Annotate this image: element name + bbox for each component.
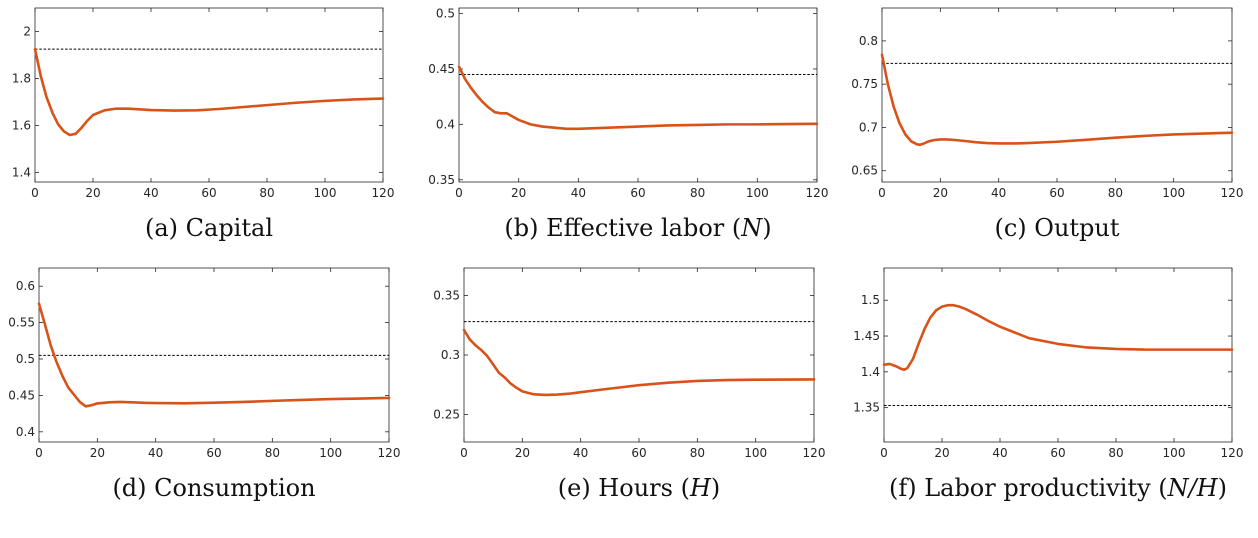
- plot-area: [458, 7, 818, 183]
- x-tick-label: 80: [1108, 446, 1123, 460]
- x-tick-label: 100: [744, 446, 767, 460]
- x-tick-label: 100: [1162, 186, 1185, 200]
- x-tick-label: 0: [878, 186, 886, 200]
- x-tick-label: 20: [934, 446, 949, 460]
- x-tick-label: 0: [455, 186, 463, 200]
- caption-text: ): [762, 214, 771, 242]
- y-tick-label: 1.45: [853, 329, 880, 343]
- x-tick-label: 80: [259, 186, 274, 200]
- x-tick-label: 120: [1221, 446, 1244, 460]
- y-tick-label: 0.35: [428, 173, 455, 187]
- panel-caption: (b) Effective labor (N): [504, 214, 771, 242]
- series-line: [462, 328, 816, 397]
- x-tick-label: 80: [690, 446, 705, 460]
- caption-text: ): [711, 474, 720, 502]
- series-line: [37, 302, 391, 408]
- x-tick-label: 100: [314, 186, 337, 200]
- y-tick-label: 0.65: [851, 164, 878, 178]
- chart-panel-2: 0 20 40 60 80 100 120 0.35 0.4 0.45 0.5 (b) Effecti…: [428, 7, 828, 242]
- series-line: [457, 65, 819, 131]
- caption-symbol: N: [740, 214, 763, 242]
- x-tick-label: 40: [573, 446, 588, 460]
- panel-caption: (c) Output: [994, 214, 1119, 242]
- x-tick-label: 20: [933, 186, 948, 200]
- chart-panel-3: 0 20 40 60 80 100 120 0.65 0.7 0.75 0.8 (c) Output: [851, 7, 1244, 242]
- series-line: [880, 53, 1234, 147]
- y-tick-label: 1.5: [861, 293, 880, 307]
- chart-panel-4: 0 20 40 60 80 100 120 0.4 0.45 0.5 0.55 0.6 (d) Cons…: [8, 267, 401, 502]
- y-tick-label: 2: [23, 25, 31, 39]
- x-tick-label: 120: [372, 186, 395, 200]
- caption-symbol: N/H: [1167, 474, 1219, 502]
- y-tick-label: 1.6: [12, 119, 31, 133]
- y-tick-label: 1.4: [861, 365, 880, 379]
- y-tick-label: 0.45: [8, 388, 35, 402]
- y-tick-label: 0.25: [433, 408, 460, 422]
- caption-text: (e) Hours (: [558, 474, 690, 502]
- x-tick-label: 60: [1049, 186, 1064, 200]
- y-tick-label: 0.5: [16, 352, 35, 366]
- series-line: [33, 47, 385, 137]
- x-tick-label: 100: [319, 446, 342, 460]
- x-tick-label: 20: [515, 446, 530, 460]
- x-tick-label: 60: [1050, 446, 1065, 460]
- y-tick-label: 1.4: [12, 166, 31, 180]
- y-tick-label: 0.3: [441, 348, 460, 362]
- y-tick-label: 0.7: [859, 120, 878, 134]
- chart-panel-6: 0 20 40 60 80 100 120 1.35 1.4 1.45 1.5 (f) Labor p…: [853, 267, 1244, 502]
- x-tick-label: 60: [206, 446, 221, 460]
- x-tick-label: 120: [378, 446, 401, 460]
- x-tick-label: 0: [460, 446, 468, 460]
- x-tick-label: 0: [880, 446, 888, 460]
- caption-text: ): [1218, 474, 1227, 502]
- x-tick-label: 0: [35, 446, 43, 460]
- x-tick-label: 40: [992, 446, 1007, 460]
- y-tick-label: 1.8: [12, 72, 31, 86]
- x-tick-label: 20: [85, 186, 100, 200]
- x-tick-label: 120: [1221, 186, 1244, 200]
- x-tick-label: 120: [803, 446, 826, 460]
- x-tick-label: 40: [571, 186, 586, 200]
- x-tick-label: 40: [143, 186, 158, 200]
- y-tick-label: 0.35: [433, 288, 460, 302]
- chart-panel-1: 0 20 40 60 80 100 120 1.4 1.6 1.8 2 (a) Capital: [12, 7, 395, 242]
- x-tick-label: 60: [631, 446, 646, 460]
- y-tick-label: 0.4: [16, 425, 35, 439]
- x-tick-label: 80: [690, 186, 705, 200]
- x-tick-label: 80: [265, 446, 280, 460]
- y-tick-label: 0.8: [859, 34, 878, 48]
- panel-caption: (e) Hours (H): [558, 474, 721, 502]
- y-tick-label: 0.4: [436, 117, 455, 131]
- plot-area: [463, 267, 815, 443]
- x-tick-label: 80: [1108, 186, 1123, 200]
- caption-symbol: H: [689, 474, 712, 502]
- y-tick-label: 1.35: [853, 401, 880, 415]
- y-tick-label: 0.6: [16, 279, 35, 293]
- x-tick-label: 60: [630, 186, 645, 200]
- panel-caption: (f) Labor productivity (N/H): [889, 474, 1227, 502]
- y-tick-label: 0.5: [436, 7, 455, 21]
- panel-caption: (a) Capital: [145, 214, 273, 242]
- x-tick-label: 120: [806, 186, 829, 200]
- x-tick-label: 60: [201, 186, 216, 200]
- y-tick-label: 0.75: [851, 77, 878, 91]
- plot-area: [883, 267, 1233, 443]
- panel-caption: (d) Consumption: [112, 474, 315, 502]
- caption-text: (f) Labor productivity (: [889, 474, 1168, 502]
- series-line: [882, 303, 1234, 371]
- x-tick-label: 0: [31, 186, 39, 200]
- x-tick-label: 40: [991, 186, 1006, 200]
- y-tick-label: 0.45: [428, 62, 455, 76]
- caption-text: (b) Effective labor (: [504, 214, 741, 242]
- x-tick-label: 100: [1163, 446, 1186, 460]
- plot-area: [34, 7, 384, 183]
- x-tick-label: 100: [746, 186, 769, 200]
- y-tick-label: 0.55: [8, 316, 35, 330]
- chart-panel-5: 0 20 40 60 80 100 120 0.25 0.3 0.35 (e) Hours (H): [433, 267, 826, 502]
- x-tick-label: 20: [90, 446, 105, 460]
- x-tick-label: 40: [148, 446, 163, 460]
- plot-area: [881, 7, 1233, 183]
- x-tick-label: 20: [511, 186, 526, 200]
